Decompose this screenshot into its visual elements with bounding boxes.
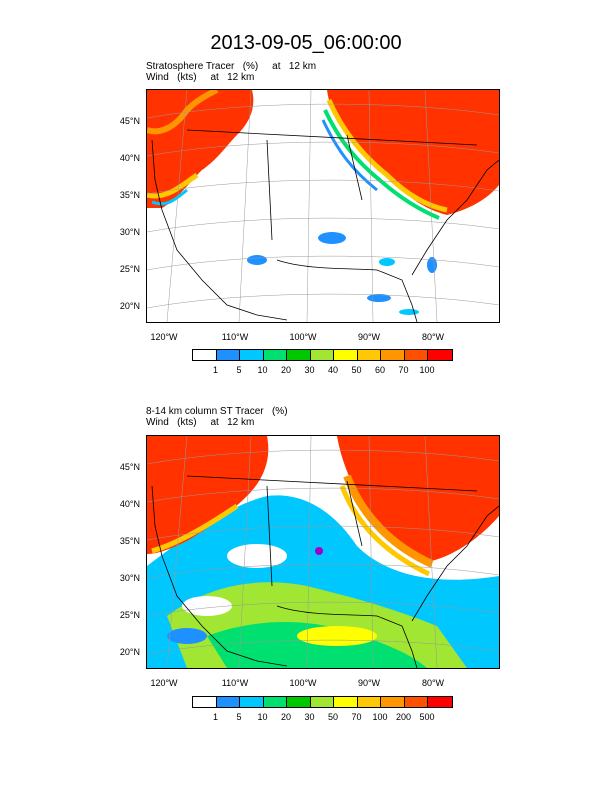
- colorbar-tick-label: 10: [257, 365, 268, 375]
- colorbar-tick-label: 100: [419, 365, 435, 375]
- top-lon-label: 100°W: [289, 332, 317, 342]
- bottom-lat-label: 25°N: [119, 610, 140, 620]
- top-lat-label: 30°N: [119, 227, 140, 237]
- bottom-lat-label: 40°N: [119, 499, 140, 509]
- top-lat-label: 20°N: [119, 301, 140, 311]
- top-subtitle-line2: Wind (kts) at 12 km: [146, 72, 255, 83]
- colorbar-swatch: [428, 697, 452, 707]
- bottom-lon-label: 100°W: [289, 678, 317, 688]
- colorbar-tick-label: 500: [419, 712, 435, 722]
- colorbar-swatch: [310, 697, 334, 707]
- colorbar-swatch: [193, 697, 217, 707]
- bottom-lon-label: 90°W: [357, 678, 381, 688]
- bottom-lat-label: 20°N: [119, 647, 140, 657]
- colorbar-tick-label: 50: [351, 365, 362, 375]
- colorbar-tick-label: 1: [212, 712, 218, 722]
- colorbar-swatch: [428, 350, 452, 360]
- bottom-subtitle-line1: 8-14 km column ST Tracer (%): [146, 406, 288, 417]
- colorbar-tick-label: 60: [374, 365, 385, 375]
- page-title: 2013-09-05_06:00:00: [210, 32, 402, 54]
- top-map-canvas: [147, 90, 499, 322]
- bottom-lat-label: 35°N: [119, 536, 140, 546]
- colorbar-swatch: [263, 350, 287, 360]
- bottom-lon-label: 110°W: [221, 678, 249, 688]
- bottom-lon-label: 80°W: [421, 678, 445, 688]
- colorbar-tick-label: 5: [236, 365, 242, 375]
- colorbar-swatch: [240, 697, 264, 707]
- colorbar-swatch: [310, 350, 334, 360]
- colorbar-swatch: [404, 350, 428, 360]
- bottom-map-canvas: [147, 436, 499, 668]
- bottom-lat-label: 30°N: [119, 573, 140, 583]
- bottom-lon-label: 120°W: [150, 678, 178, 688]
- top-lat-label: 25°N: [119, 264, 140, 274]
- colorbar-tick-label: 20: [280, 712, 291, 722]
- colorbar-swatch: [287, 350, 311, 360]
- tracer-field-west: [147, 436, 269, 554]
- colorbar-swatch: [404, 697, 428, 707]
- top-lon-label: 120°W: [150, 332, 178, 342]
- top-lon-label: 110°W: [221, 332, 249, 342]
- colorbar-tick-label: 40: [327, 365, 338, 375]
- colorbar-tick-label: 5: [236, 712, 242, 722]
- colorbar-swatch: [334, 350, 358, 360]
- colorbar-tick-label: 30: [304, 712, 315, 722]
- colorbar-tick-label: 70: [351, 712, 362, 722]
- colorbar-tick-label: 200: [395, 712, 412, 722]
- top-colorbar: [192, 349, 453, 361]
- tracer-field-west: [147, 90, 254, 208]
- bottom-map: [146, 435, 500, 669]
- colorbar-swatch: [357, 350, 381, 360]
- colorbar-swatch: [357, 697, 381, 707]
- colorbar-swatch: [381, 350, 405, 360]
- top-lat-label: 45°N: [119, 116, 140, 126]
- top-lat-label: 35°N: [119, 190, 140, 200]
- tracer-field-east: [337, 436, 499, 561]
- colorbar-tick-label: 30: [304, 365, 315, 375]
- colorbar-swatch: [263, 697, 287, 707]
- top-lat-label: 40°N: [119, 153, 140, 163]
- colorbar-swatch: [381, 697, 405, 707]
- colorbar-tick-label: 10: [257, 712, 268, 722]
- top-subtitle-line1: Stratosphere Tracer (%) at 12 km: [146, 61, 317, 72]
- bottom-subtitle-line2: Wind (kts) at 12 km: [146, 417, 255, 428]
- colorbar-tick-label: 50: [327, 712, 338, 722]
- bottom-lat-label: 45°N: [119, 462, 140, 472]
- colorbar-swatch: [193, 350, 217, 360]
- colorbar-tick-label: 1: [212, 365, 218, 375]
- colorbar-swatch: [334, 697, 358, 707]
- top-lon-label: 80°W: [421, 332, 445, 342]
- tracer-field-east: [327, 90, 499, 215]
- colorbar-tick-label: 20: [280, 365, 291, 375]
- colorbar-tick-label: 70: [398, 365, 409, 375]
- colorbar-swatch: [287, 697, 311, 707]
- colorbar-swatch: [240, 350, 264, 360]
- top-map: [146, 89, 500, 323]
- bottom-colorbar: [192, 696, 453, 708]
- colorbar-tick-label: 100: [372, 712, 388, 722]
- colorbar-swatch: [216, 350, 240, 360]
- colorbar-swatch: [216, 697, 240, 707]
- top-lon-label: 90°W: [357, 332, 381, 342]
